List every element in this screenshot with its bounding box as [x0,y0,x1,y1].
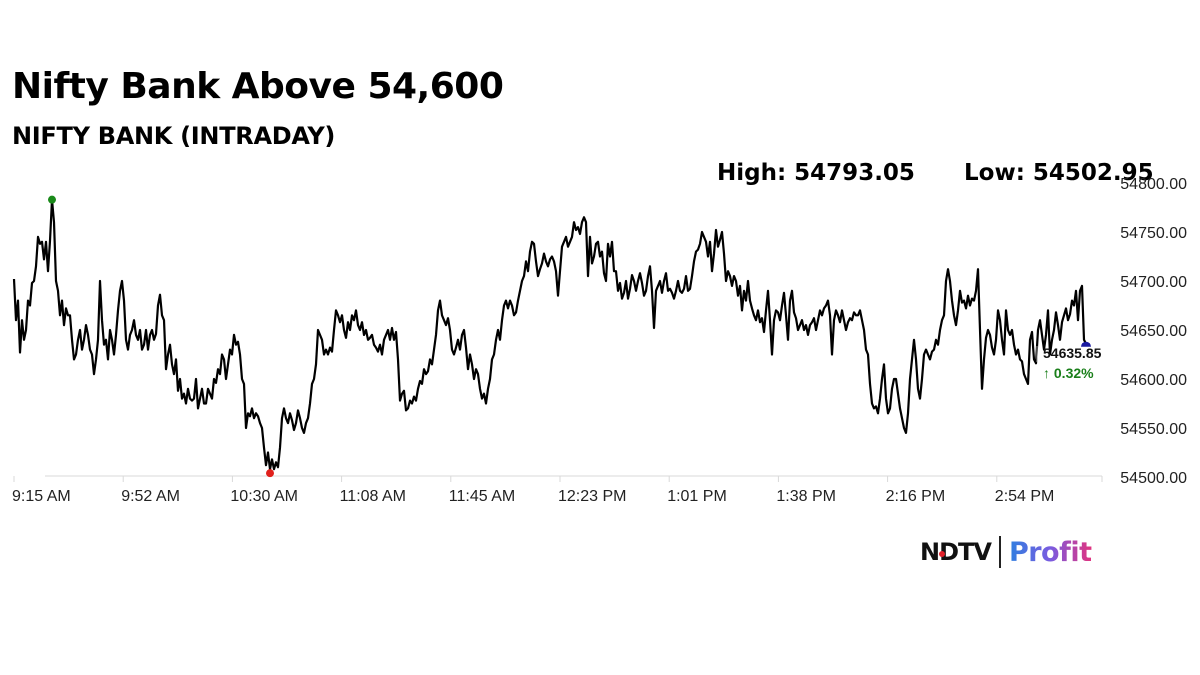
y-axis-label: 54650.00 [1120,323,1187,340]
x-axis-ticks [13,476,1103,482]
y-axis-labels: 54800.00 54750.00 54700.00 54650.00 54600.00… [1120,176,1187,487]
x-axis-label: 11:45 AM [449,488,515,505]
x-axis-label: 9:52 AM [121,488,180,505]
last-price-marker-icon [1081,341,1091,347]
ndtv-profit-logo: NDTV Profit [920,534,1092,570]
last-price-change: ↑ 0.32% [1043,365,1094,381]
logo-separator [998,536,1001,568]
x-axis-label: 2:16 PM [886,488,946,505]
high-marker-dot [48,195,56,204]
x-axis-label: 9:15 AM [12,488,71,505]
price-line [12,198,1087,471]
x-axis-label: 12:23 PM [558,488,626,505]
high-value: High: 54793.05 [717,160,915,186]
y-axis-label: 54550.00 [1120,421,1187,438]
y-axis-label: 54500.00 [1120,470,1187,487]
x-axis-label: 2:54 PM [995,488,1055,505]
y-axis-label: 54700.00 [1120,274,1187,291]
ndtv-wordmark: NDTV [920,538,992,566]
x-axis-label: 10:30 AM [230,488,298,505]
y-axis-label: 54800.00 [1120,176,1187,193]
profit-wordmark: Profit [1008,536,1092,568]
x-axis-label: 1:38 PM [776,488,836,505]
x-axis-label: 11:08 AM [340,488,406,505]
ndtv-red-dot-icon [939,551,945,557]
chart-subtitle: NIFTY BANK (INTRADAY) [12,122,336,150]
x-axis-label: 1:01 PM [667,488,727,505]
low-value: Low: 54502.95 [964,160,1154,186]
page-title: Nifty Bank Above 54,600 [12,66,504,107]
last-price-value: 54635.85 [1043,345,1102,361]
y-axis-label: 54750.00 [1120,225,1187,242]
x-axis-labels: 9:15 AM 9:52 AM 10:30 AM 11:08 AM 11:45 AM 12… [12,488,1054,505]
y-axis-label: 54600.00 [1120,372,1187,389]
low-marker-dot [266,469,274,478]
